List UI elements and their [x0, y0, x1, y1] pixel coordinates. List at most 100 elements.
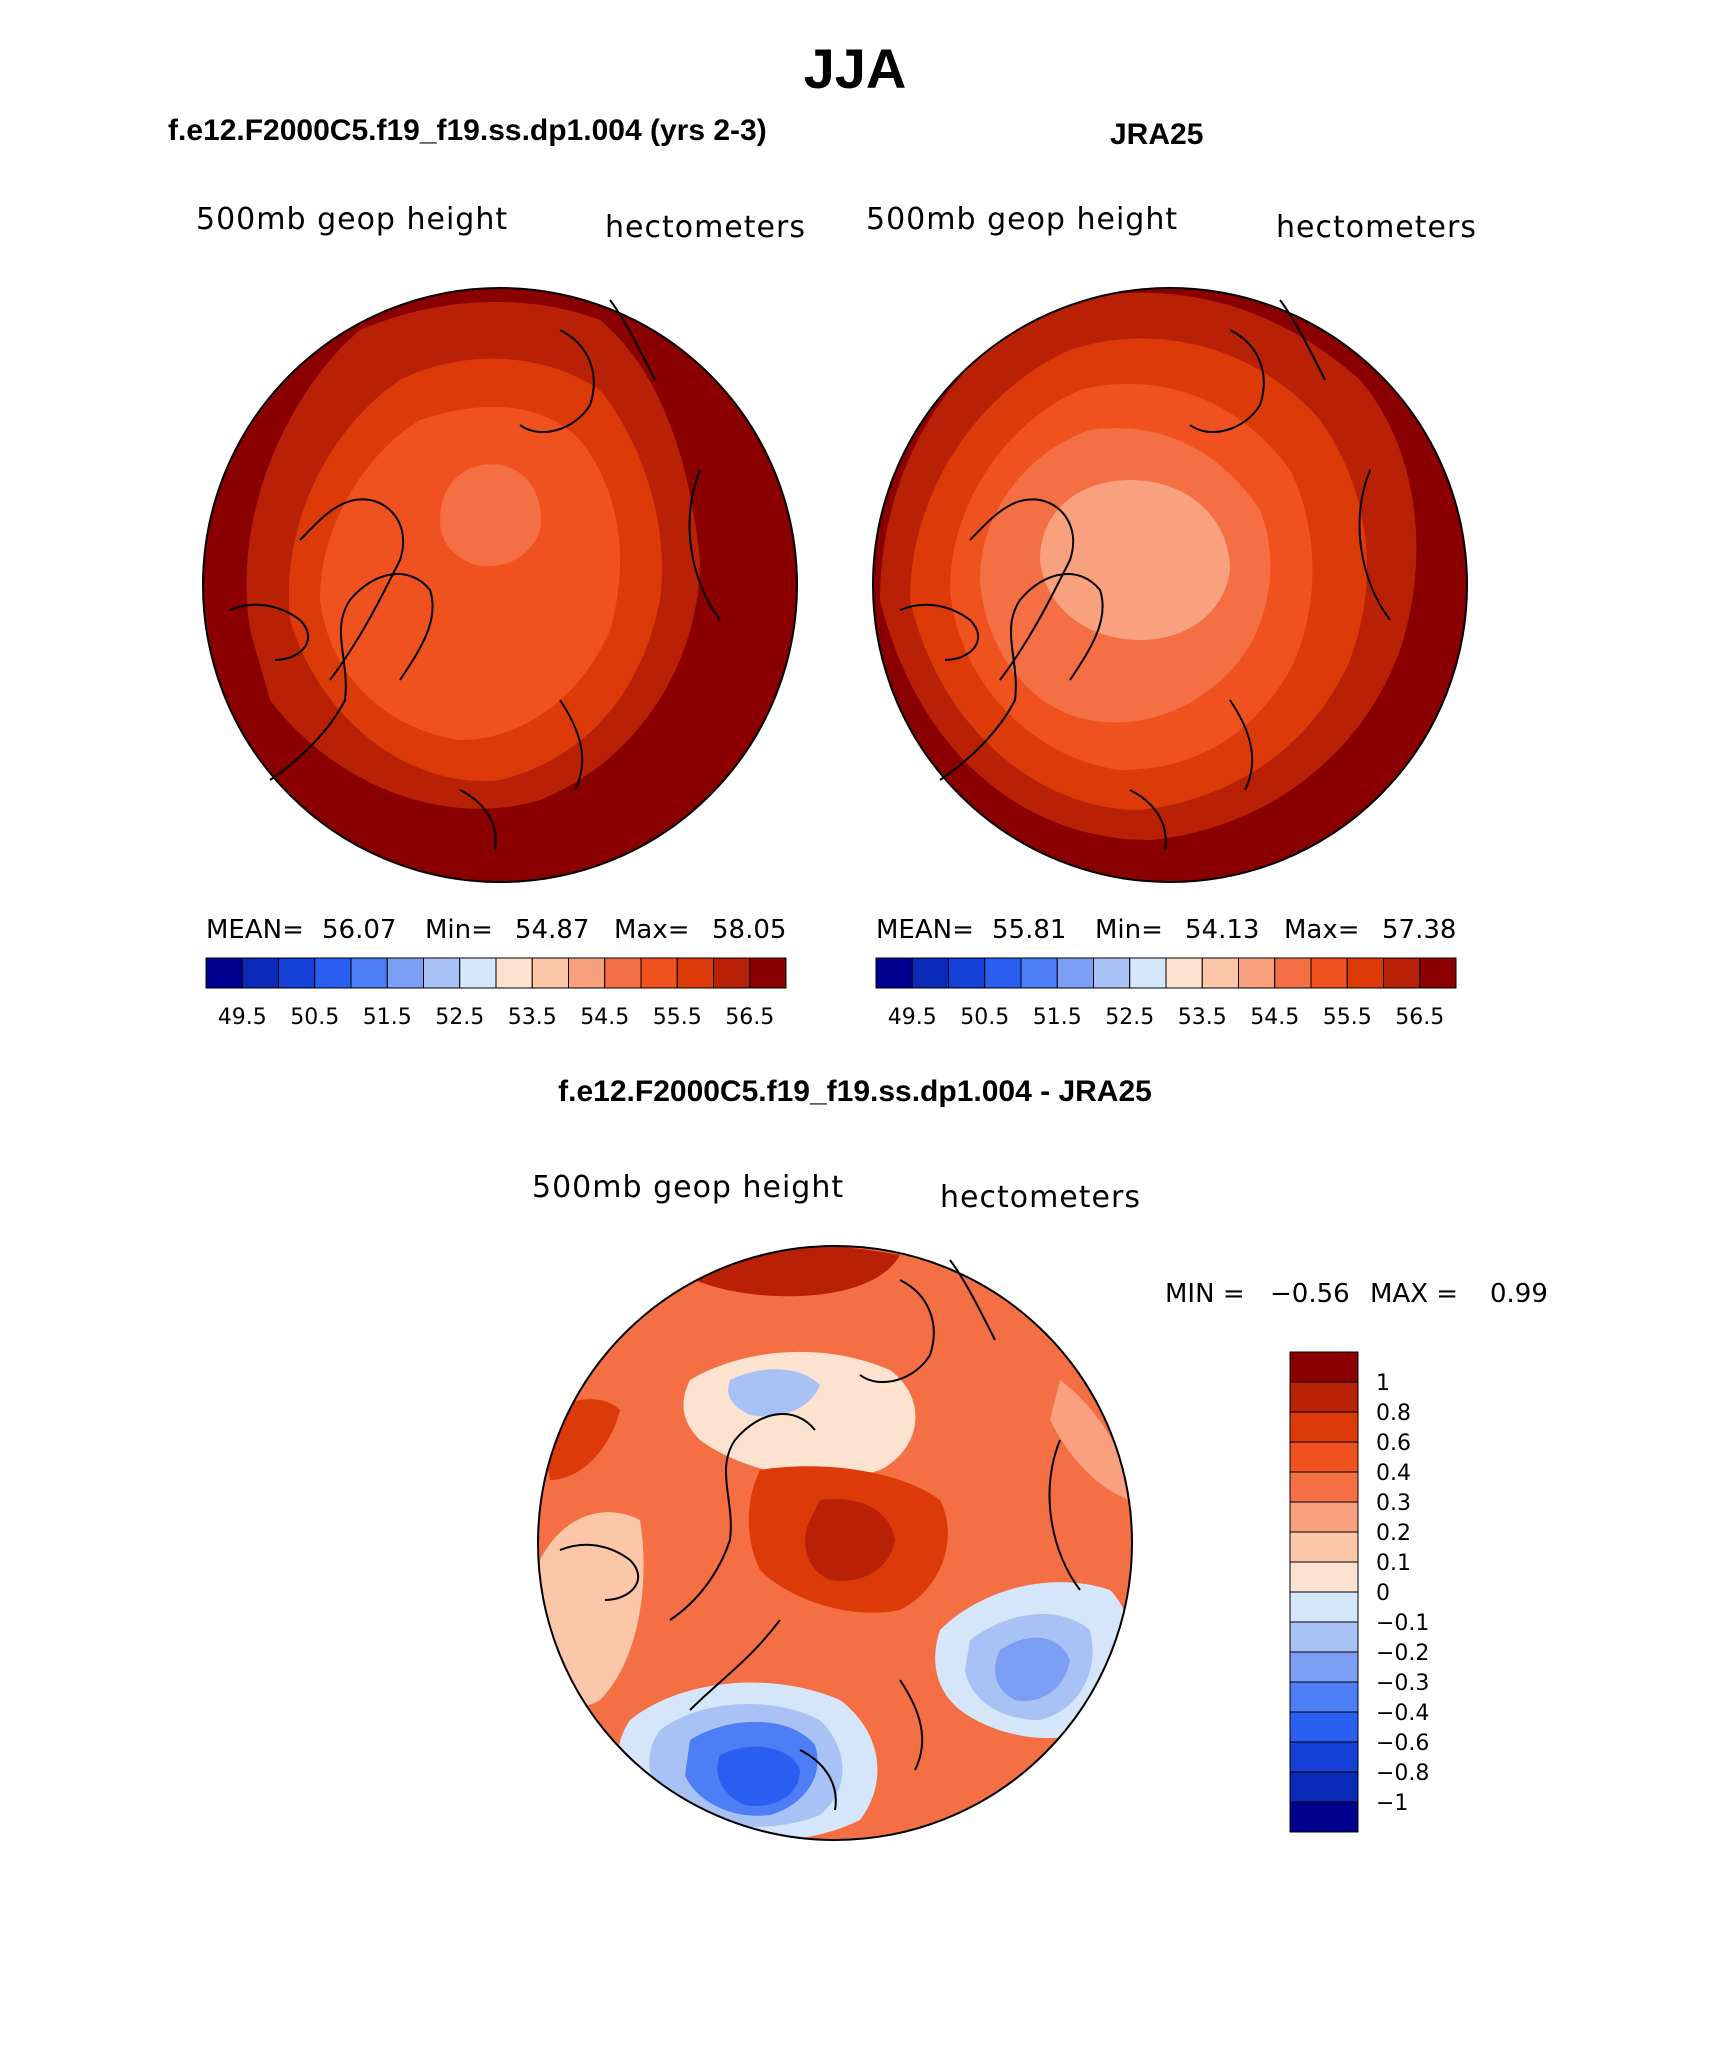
stats-max-label-reanalysis: Max=	[1284, 915, 1360, 945]
legend-difference-tick-label: 0.3	[1376, 1491, 1411, 1516]
legend-difference-swatch	[1289, 1711, 1359, 1743]
colorbar-reanalysis-swatch	[984, 957, 1022, 989]
legend-difference-swatch	[1289, 1801, 1359, 1833]
colorbar-reanalysis-swatch	[1274, 957, 1312, 989]
stats-min-model: 54.87	[515, 915, 590, 945]
legend-difference-tick-label: −0.1	[1376, 1611, 1429, 1636]
legend-difference-tick-label: −0.2	[1376, 1641, 1429, 1666]
colorbar-model-swatch	[278, 957, 316, 989]
figure-title: JJA	[803, 37, 907, 100]
legend-difference-swatch	[1289, 1471, 1359, 1503]
stats-mean-reanalysis: 55.81	[992, 915, 1067, 945]
map-model	[202, 287, 798, 883]
colorbar-reanalysis-swatch	[1419, 957, 1457, 989]
colorbar-reanalysis-swatch	[1346, 957, 1384, 989]
legend-difference-swatch	[1289, 1441, 1359, 1473]
colorbar-model-swatch	[423, 957, 461, 989]
colorbar-reanalysis-tick-label: 54.5	[1250, 1005, 1299, 1030]
legend-difference-swatch	[1289, 1561, 1359, 1593]
colorbar-reanalysis-swatch	[1056, 957, 1094, 989]
stats-mean-model: 56.07	[322, 915, 397, 945]
colorbar-reanalysis-swatch	[1020, 957, 1058, 989]
legend-difference-tick-label: −0.3	[1376, 1671, 1429, 1696]
panel-title-reanalysis: JRA25	[1110, 118, 1204, 151]
stats-max-model: 58.05	[712, 915, 787, 945]
legend-difference-swatch	[1289, 1411, 1359, 1443]
colorbar-model-swatch	[568, 957, 606, 989]
map-reanalysis	[872, 287, 1468, 883]
legend-difference-tick-label: 0.8	[1376, 1401, 1411, 1426]
colorbar-reanalysis-swatch	[1129, 957, 1167, 989]
colorbar-model-swatch	[350, 957, 388, 989]
legend-difference-tick-label: −0.8	[1376, 1761, 1429, 1786]
colorbar-reanalysis-swatch	[1165, 957, 1203, 989]
colorbar-model-tick-label: 52.5	[435, 1005, 484, 1030]
colorbar-model: 49.5 50.5 51.5 52.5 53.5 54.5 55.5 56.5	[205, 957, 787, 1030]
colorbar-model-swatch	[386, 957, 424, 989]
legend-difference-tick-label: 0.6	[1376, 1431, 1411, 1456]
colorbar-reanalysis-tick-label: 53.5	[1178, 1005, 1227, 1030]
colorbar-model-swatch	[241, 957, 279, 989]
coastlines-difference	[559, 1259, 1081, 1811]
colorbar-reanalysis-swatch	[911, 957, 949, 989]
colorbar-model-swatch	[459, 957, 497, 989]
colorbar-reanalysis-tick-label: 56.5	[1395, 1005, 1444, 1030]
colorbar-model-swatch	[314, 957, 352, 989]
colorbar-model-tick-label: 50.5	[290, 1005, 339, 1030]
stats-min-label-model: Min=	[425, 915, 493, 945]
colorbar-reanalysis: 49.5 50.5 51.5 52.5 53.5 54.5 55.5 56.5	[875, 957, 1457, 1030]
legend-difference-swatch	[1289, 1531, 1359, 1563]
stats-mean-label-reanalysis: MEAN=	[876, 915, 974, 945]
stats-max-label-model: Max=	[614, 915, 690, 945]
colorbar-model-swatch	[640, 957, 678, 989]
diff-max-label: MAX =	[1370, 1279, 1459, 1309]
legend-difference-tick-label: −0.4	[1376, 1701, 1429, 1726]
coastlines-model	[229, 299, 721, 851]
colorbar-reanalysis-swatch	[1093, 957, 1131, 989]
colorbar-model-swatch	[531, 957, 569, 989]
colorbar-reanalysis-tick-label: 50.5	[960, 1005, 1009, 1030]
colorbar-model-tick-label: 49.5	[218, 1005, 267, 1030]
legend-difference-tick-label: 0.2	[1376, 1521, 1411, 1546]
colorbar-model-swatch	[749, 957, 787, 989]
variable-label-difference: 500mb geop height	[532, 1170, 845, 1205]
colorbar-reanalysis-swatch	[1383, 957, 1421, 989]
legend-difference-swatch	[1289, 1771, 1359, 1803]
map-difference	[537, 1245, 1133, 1841]
colorbar-model-swatch	[205, 957, 243, 989]
map-boundary-model	[202, 287, 798, 883]
legend-difference-swatch	[1289, 1621, 1359, 1653]
legend-difference-swatch	[1289, 1741, 1359, 1773]
legend-difference-swatch	[1289, 1381, 1359, 1413]
diff-max-value: 0.99	[1490, 1279, 1548, 1309]
stats-mean-label-model: MEAN=	[206, 915, 304, 945]
variable-label-model: 500mb geop height	[196, 202, 509, 237]
legend-difference-tick-label: −1	[1376, 1791, 1408, 1816]
map-boundary-reanalysis	[872, 287, 1468, 883]
colorbar-reanalysis-swatch	[1310, 957, 1348, 989]
units-label-model: hectometers	[605, 210, 806, 245]
legend-difference-swatch	[1289, 1351, 1359, 1383]
legend-difference: 1 0.8 0.6 0.4 0.3 0.2 0.1 0 −0.1 −0.2 −0.3 −0.4 −0.6…	[1289, 1351, 1429, 1833]
panel-title-difference: f.e12.F2000C5.f19_f19.ss.dp1.004 - JRA25	[558, 1075, 1152, 1108]
units-label-difference: hectometers	[940, 1180, 1141, 1215]
colorbar-reanalysis-tick-label: 55.5	[1323, 1005, 1372, 1030]
variable-label-reanalysis: 500mb geop height	[866, 202, 1179, 237]
colorbar-reanalysis-swatch	[1201, 957, 1239, 989]
diff-min-label: MIN =	[1165, 1279, 1245, 1309]
colorbar-model-tick-label: 55.5	[653, 1005, 702, 1030]
panel-title-model: f.e12.F2000C5.f19_f19.ss.dp1.004 (yrs 2-…	[168, 114, 767, 147]
stats-min-label-reanalysis: Min=	[1095, 915, 1163, 945]
colorbar-reanalysis-tick-label: 52.5	[1105, 1005, 1154, 1030]
colorbar-reanalysis-tick-label: 51.5	[1033, 1005, 1082, 1030]
colorbar-reanalysis-swatch	[1238, 957, 1276, 989]
colorbar-model-swatch	[713, 957, 751, 989]
stats-min-reanalysis: 54.13	[1185, 915, 1260, 945]
legend-difference-swatch	[1289, 1651, 1359, 1683]
units-label-reanalysis: hectometers	[1276, 210, 1477, 245]
legend-difference-tick-label: 0.1	[1376, 1551, 1411, 1576]
colorbar-model-swatch	[676, 957, 714, 989]
colorbar-model-tick-label: 54.5	[580, 1005, 629, 1030]
colorbar-reanalysis-swatch	[875, 957, 913, 989]
stats-max-reanalysis: 57.38	[1382, 915, 1457, 945]
